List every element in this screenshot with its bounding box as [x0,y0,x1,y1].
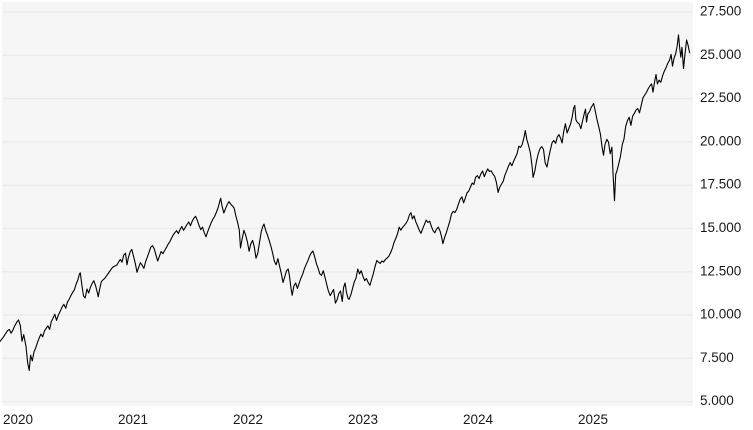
price-line [0,34,691,371]
y-tick-label-5.000: 5.000 [700,393,734,408]
x-tick-label-2025: 2025 [578,412,608,427]
x-tick-label-2023: 2023 [348,412,378,427]
x-axis-labels: 2020 2021 2022 2023 2024 2025 [3,412,608,427]
y-tick-label-15.000: 15.000 [700,220,741,235]
y-tick-label-20.000: 20.000 [700,133,741,148]
plot-background [2,2,693,406]
y-tick-label-25.000: 25.000 [700,47,741,62]
x-tick-label-2021: 2021 [118,412,148,427]
y-tick-label-17.500: 17.500 [700,177,741,192]
y-axis-labels: 27.500 25.000 22.500 20.000 17.500 15.000 12.5… [700,4,741,409]
gridlines [2,11,693,403]
y-tick-label-7.500: 7.500 [700,350,734,365]
y-tick-label-10.000: 10.000 [700,307,741,322]
y-tick-label-22.500: 22.500 [700,90,741,105]
y-tick-label-27.500: 27.500 [700,4,741,19]
x-tick-label-2022: 2022 [233,412,263,427]
y-tick-label-12.500: 12.500 [700,263,741,278]
x-tick-label-2024: 2024 [463,412,494,427]
x-tick-label-2020: 2020 [3,412,33,427]
